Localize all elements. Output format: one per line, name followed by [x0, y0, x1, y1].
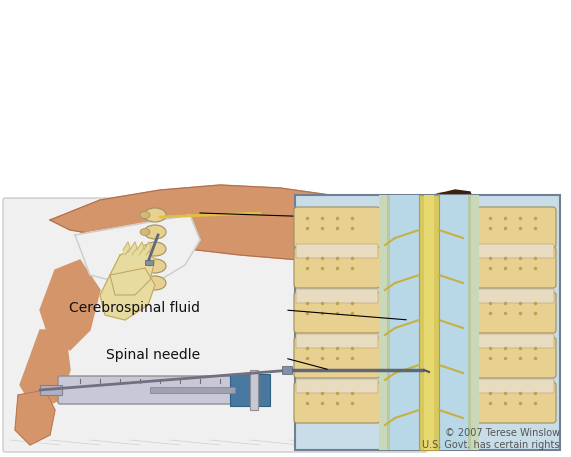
Bar [419, 195, 439, 450]
Ellipse shape [140, 212, 150, 218]
FancyBboxPatch shape [3, 198, 427, 452]
Ellipse shape [144, 225, 166, 239]
Polygon shape [130, 242, 137, 255]
FancyBboxPatch shape [294, 292, 380, 333]
Bar [387, 195, 390, 450]
Polygon shape [75, 215, 200, 285]
Text: © 2007 Terese Winslow
U.S. Govt. has certain rights: © 2007 Terese Winslow U.S. Govt. has cer… [423, 428, 560, 450]
Bar [390, 195, 468, 450]
Polygon shape [420, 190, 475, 228]
FancyBboxPatch shape [462, 207, 556, 248]
Bar [40, 385, 62, 395]
Polygon shape [40, 260, 100, 350]
FancyBboxPatch shape [464, 379, 554, 393]
Text: Spinal needle: Spinal needle [106, 348, 200, 362]
Bar [424, 195, 434, 450]
Polygon shape [350, 205, 440, 255]
Polygon shape [100, 268, 155, 320]
Ellipse shape [140, 228, 150, 235]
Ellipse shape [140, 280, 150, 287]
Ellipse shape [144, 259, 166, 273]
Bar [230, 374, 270, 406]
FancyBboxPatch shape [294, 337, 380, 378]
Ellipse shape [144, 276, 166, 290]
Text: Cerebrospinal fluid: Cerebrospinal fluid [69, 301, 200, 315]
Bar [379, 195, 479, 450]
Ellipse shape [144, 242, 166, 256]
FancyBboxPatch shape [296, 379, 378, 393]
FancyBboxPatch shape [294, 382, 380, 423]
Polygon shape [80, 210, 180, 285]
FancyBboxPatch shape [464, 334, 554, 348]
Bar [150, 387, 235, 393]
FancyBboxPatch shape [462, 292, 556, 333]
Polygon shape [15, 390, 55, 445]
Polygon shape [460, 200, 490, 250]
Polygon shape [400, 200, 435, 240]
FancyBboxPatch shape [462, 337, 556, 378]
Bar [471, 195, 479, 450]
Polygon shape [20, 330, 70, 410]
Polygon shape [123, 242, 130, 255]
Ellipse shape [140, 245, 150, 253]
Bar [250, 370, 258, 410]
Polygon shape [144, 242, 151, 255]
Ellipse shape [417, 192, 472, 238]
FancyBboxPatch shape [58, 376, 262, 404]
Ellipse shape [140, 262, 150, 270]
Bar [379, 195, 387, 450]
FancyBboxPatch shape [294, 247, 380, 288]
FancyBboxPatch shape [464, 289, 554, 303]
FancyBboxPatch shape [296, 289, 378, 303]
FancyBboxPatch shape [294, 207, 380, 248]
Text: Spinal cord: Spinal cord [355, 211, 433, 225]
Polygon shape [110, 245, 155, 295]
Polygon shape [50, 185, 430, 265]
Bar [145, 260, 153, 265]
Polygon shape [137, 242, 144, 255]
FancyBboxPatch shape [295, 195, 560, 450]
FancyBboxPatch shape [464, 244, 554, 258]
FancyBboxPatch shape [296, 244, 378, 258]
Bar [468, 195, 471, 450]
FancyBboxPatch shape [296, 334, 378, 348]
FancyBboxPatch shape [462, 247, 556, 288]
Bar [282, 366, 292, 374]
FancyBboxPatch shape [462, 382, 556, 423]
Ellipse shape [144, 208, 166, 222]
